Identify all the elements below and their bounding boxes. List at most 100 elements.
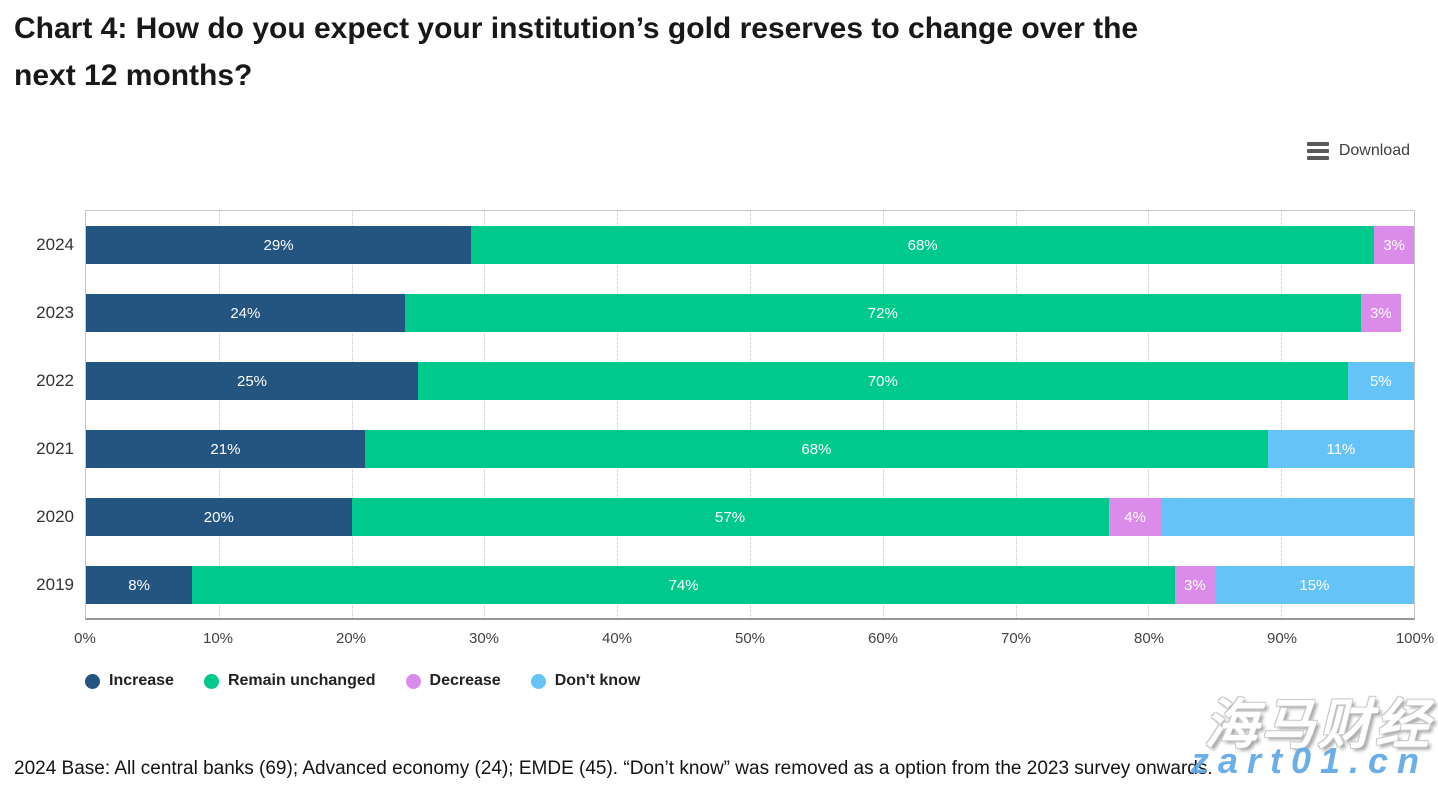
- bar-segment-remain-unchanged[interactable]: 68%: [364, 430, 1268, 468]
- bar-segment-don-t-know[interactable]: [1161, 498, 1414, 536]
- x-axis-tick: 60%: [867, 630, 899, 647]
- watermark-chinese-text: 海马财经: [1204, 695, 1432, 755]
- gridline: [882, 211, 884, 618]
- x-axis: 0% 10% 20% 30% 40% 50% 60% 70% 80% 90% 100%: [74, 630, 1434, 652]
- segment-value-label: 68%: [801, 440, 832, 458]
- segment-value-label: 11%: [1326, 440, 1356, 458]
- bar-track: 21% 68% 11%: [86, 430, 1414, 468]
- bar-segment-remain-unchanged[interactable]: 57%: [351, 498, 1109, 536]
- gridline: [617, 211, 619, 618]
- chart-plot: 2024 29% 68% 3% 2023 24% 72% 3% 2022 25% 70% 5% 2021…: [36, 210, 1415, 620]
- gridline: [1414, 211, 1415, 618]
- bar-track: 29% 68% 3%: [86, 226, 1414, 264]
- legend-swatch-icon: [405, 673, 421, 689]
- x-axis-tick: 80%: [1133, 630, 1165, 647]
- segment-value-label: 4%: [1124, 508, 1146, 526]
- y-axis-category-label: 2021: [36, 439, 74, 458]
- gridline: [484, 211, 486, 618]
- page-title: Chart 4: How do you expect your institut…: [14, 12, 1139, 92]
- segment-value-label: 57%: [715, 508, 746, 526]
- x-axis-tick: 0%: [74, 630, 96, 647]
- legend-swatch-icon: [530, 673, 546, 689]
- footnote: 2024 Base: All central banks (69); Advan…: [14, 758, 1213, 779]
- legend-swatch-icon: [203, 673, 219, 689]
- legend: Increase Remain unchanged Decrease Don't kn…: [85, 672, 640, 690]
- gridline: [1015, 211, 1017, 618]
- x-axis-tick: 50%: [734, 630, 766, 647]
- gridline: [218, 211, 220, 618]
- watermark-domain-text: zart01.cn: [1190, 740, 1428, 781]
- bar-row: 2020 20% 57% 4%: [36, 483, 1414, 551]
- gridline: [1148, 211, 1150, 618]
- segment-value-label: 20%: [203, 508, 234, 526]
- bar-track: 8% 74% 3% 15%: [86, 566, 1414, 604]
- segment-value-label: 8%: [128, 576, 150, 594]
- download-label: Download: [1338, 142, 1410, 159]
- bar-row: 2024 29% 68% 3%: [36, 211, 1414, 279]
- gridline: [1281, 211, 1283, 618]
- hamburger-menu-icon: [1306, 142, 1329, 160]
- y-axis-category-label: 2022: [36, 371, 74, 390]
- legend-label: Don't know: [554, 672, 641, 689]
- x-axis-tick: 10%: [202, 630, 234, 647]
- bar-segment-increase[interactable]: 29%: [86, 226, 472, 264]
- legend-item-decrease[interactable]: Decrease: [405, 672, 501, 690]
- legend-label: Increase: [109, 672, 174, 689]
- bar-segment-don-t-know[interactable]: 15%: [1214, 566, 1414, 604]
- bar-segment-decrease[interactable]: 3%: [1360, 294, 1401, 332]
- legend-label: Decrease: [429, 672, 501, 689]
- segment-value-label: 29%: [263, 236, 294, 254]
- bar-segment-increase[interactable]: 20%: [86, 498, 352, 536]
- legend-item-increase[interactable]: Increase: [85, 672, 174, 690]
- bar-row: 2023 24% 72% 3%: [36, 279, 1414, 347]
- legend-swatch-icon: [85, 673, 100, 689]
- legend-item-remain-unchanged[interactable]: Remain unchanged: [203, 672, 376, 690]
- bar-segment-decrease[interactable]: 3%: [1374, 226, 1414, 264]
- bar-segment-increase[interactable]: 8%: [86, 566, 193, 604]
- segment-value-label: 3%: [1369, 304, 1392, 322]
- segment-value-label: 72%: [867, 304, 898, 322]
- y-axis-category-label: 2024: [36, 235, 74, 254]
- bar-segment-increase[interactable]: 25%: [86, 362, 418, 400]
- download-button[interactable]: Download: [1306, 142, 1410, 160]
- bar-segment-remain-unchanged[interactable]: 72%: [404, 294, 1361, 332]
- segment-value-label: 3%: [1184, 576, 1206, 594]
- x-axis-tick: 90%: [1266, 630, 1298, 647]
- segment-value-label: 5%: [1369, 372, 1392, 390]
- segment-value-label: 68%: [907, 236, 938, 254]
- bar-segment-remain-unchanged[interactable]: 70%: [418, 362, 1348, 400]
- bar-track: 24% 72% 3%: [86, 294, 1414, 332]
- segment-value-label: 15%: [1299, 576, 1330, 594]
- bar-row: 2022 25% 70% 5%: [36, 347, 1414, 415]
- segment-value-label: 70%: [867, 372, 898, 390]
- bar-segment-don-t-know[interactable]: 11%: [1267, 430, 1414, 468]
- bar-segment-increase[interactable]: 24%: [86, 294, 405, 332]
- bar-row: 2021 21% 68% 11%: [36, 415, 1414, 483]
- bar-row: 2019 8% 74% 3% 15%: [36, 551, 1414, 619]
- bar-track: 25% 70% 5%: [86, 362, 1414, 400]
- bar-segment-don-t-know[interactable]: 5%: [1347, 362, 1414, 400]
- segment-value-label: 3%: [1383, 236, 1405, 254]
- legend-label: Remain unchanged: [227, 672, 376, 689]
- bar-segment-remain-unchanged[interactable]: 74%: [192, 566, 1175, 604]
- gridline: [750, 211, 751, 618]
- y-axis-category-label: 2020: [36, 507, 74, 526]
- x-axis-tick: 100%: [1395, 630, 1435, 647]
- bar-segment-decrease[interactable]: 3%: [1174, 566, 1215, 604]
- x-axis-tick: 30%: [468, 630, 500, 647]
- segment-value-label: 25%: [236, 372, 268, 390]
- x-axis-tick: 20%: [335, 630, 367, 647]
- bar-track: 20% 57% 4%: [86, 498, 1414, 536]
- bar-segment-remain-unchanged[interactable]: 68%: [471, 226, 1375, 264]
- bar-segment-decrease[interactable]: 4%: [1108, 498, 1162, 536]
- y-axis-category-label: 2023: [36, 303, 74, 322]
- y-axis-category-label: 2019: [36, 575, 74, 594]
- segment-value-label: 74%: [668, 576, 699, 594]
- legend-item-don-t-know[interactable]: Don't know: [530, 672, 641, 690]
- segment-value-label: 21%: [210, 440, 241, 458]
- gridline: [351, 211, 353, 618]
- segment-value-label: 24%: [230, 304, 261, 322]
- x-axis-tick: 70%: [1000, 630, 1032, 647]
- x-axis-tick: 40%: [601, 630, 633, 647]
- bar-segment-increase[interactable]: 21%: [86, 430, 365, 468]
